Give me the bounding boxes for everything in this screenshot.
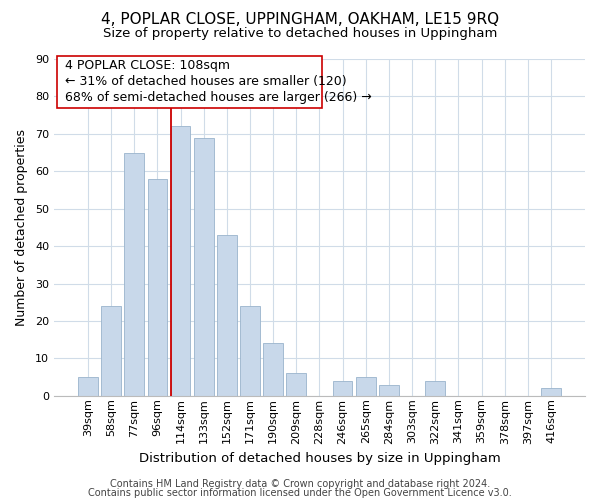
Text: 68% of semi-detached houses are larger (266) →: 68% of semi-detached houses are larger (… — [65, 92, 371, 104]
Text: 4 POPLAR CLOSE: 108sqm: 4 POPLAR CLOSE: 108sqm — [65, 59, 230, 72]
Bar — [170, 126, 190, 396]
Bar — [124, 152, 144, 396]
Bar — [379, 384, 399, 396]
Bar — [333, 381, 352, 396]
Bar — [240, 306, 260, 396]
Bar — [541, 388, 561, 396]
Text: 4, POPLAR CLOSE, UPPINGHAM, OAKHAM, LE15 9RQ: 4, POPLAR CLOSE, UPPINGHAM, OAKHAM, LE15… — [101, 12, 499, 28]
Bar — [356, 377, 376, 396]
Bar — [78, 377, 98, 396]
Bar — [101, 306, 121, 396]
Bar — [217, 235, 236, 396]
X-axis label: Distribution of detached houses by size in Uppingham: Distribution of detached houses by size … — [139, 452, 500, 465]
FancyBboxPatch shape — [56, 56, 322, 108]
Text: Contains public sector information licensed under the Open Government Licence v3: Contains public sector information licen… — [88, 488, 512, 498]
Text: ← 31% of detached houses are smaller (120): ← 31% of detached houses are smaller (12… — [65, 75, 346, 88]
Bar — [148, 178, 167, 396]
Bar — [286, 374, 306, 396]
Bar — [194, 138, 214, 396]
Text: Size of property relative to detached houses in Uppingham: Size of property relative to detached ho… — [103, 28, 497, 40]
Bar — [263, 344, 283, 396]
Y-axis label: Number of detached properties: Number of detached properties — [15, 129, 28, 326]
Bar — [425, 381, 445, 396]
Text: Contains HM Land Registry data © Crown copyright and database right 2024.: Contains HM Land Registry data © Crown c… — [110, 479, 490, 489]
